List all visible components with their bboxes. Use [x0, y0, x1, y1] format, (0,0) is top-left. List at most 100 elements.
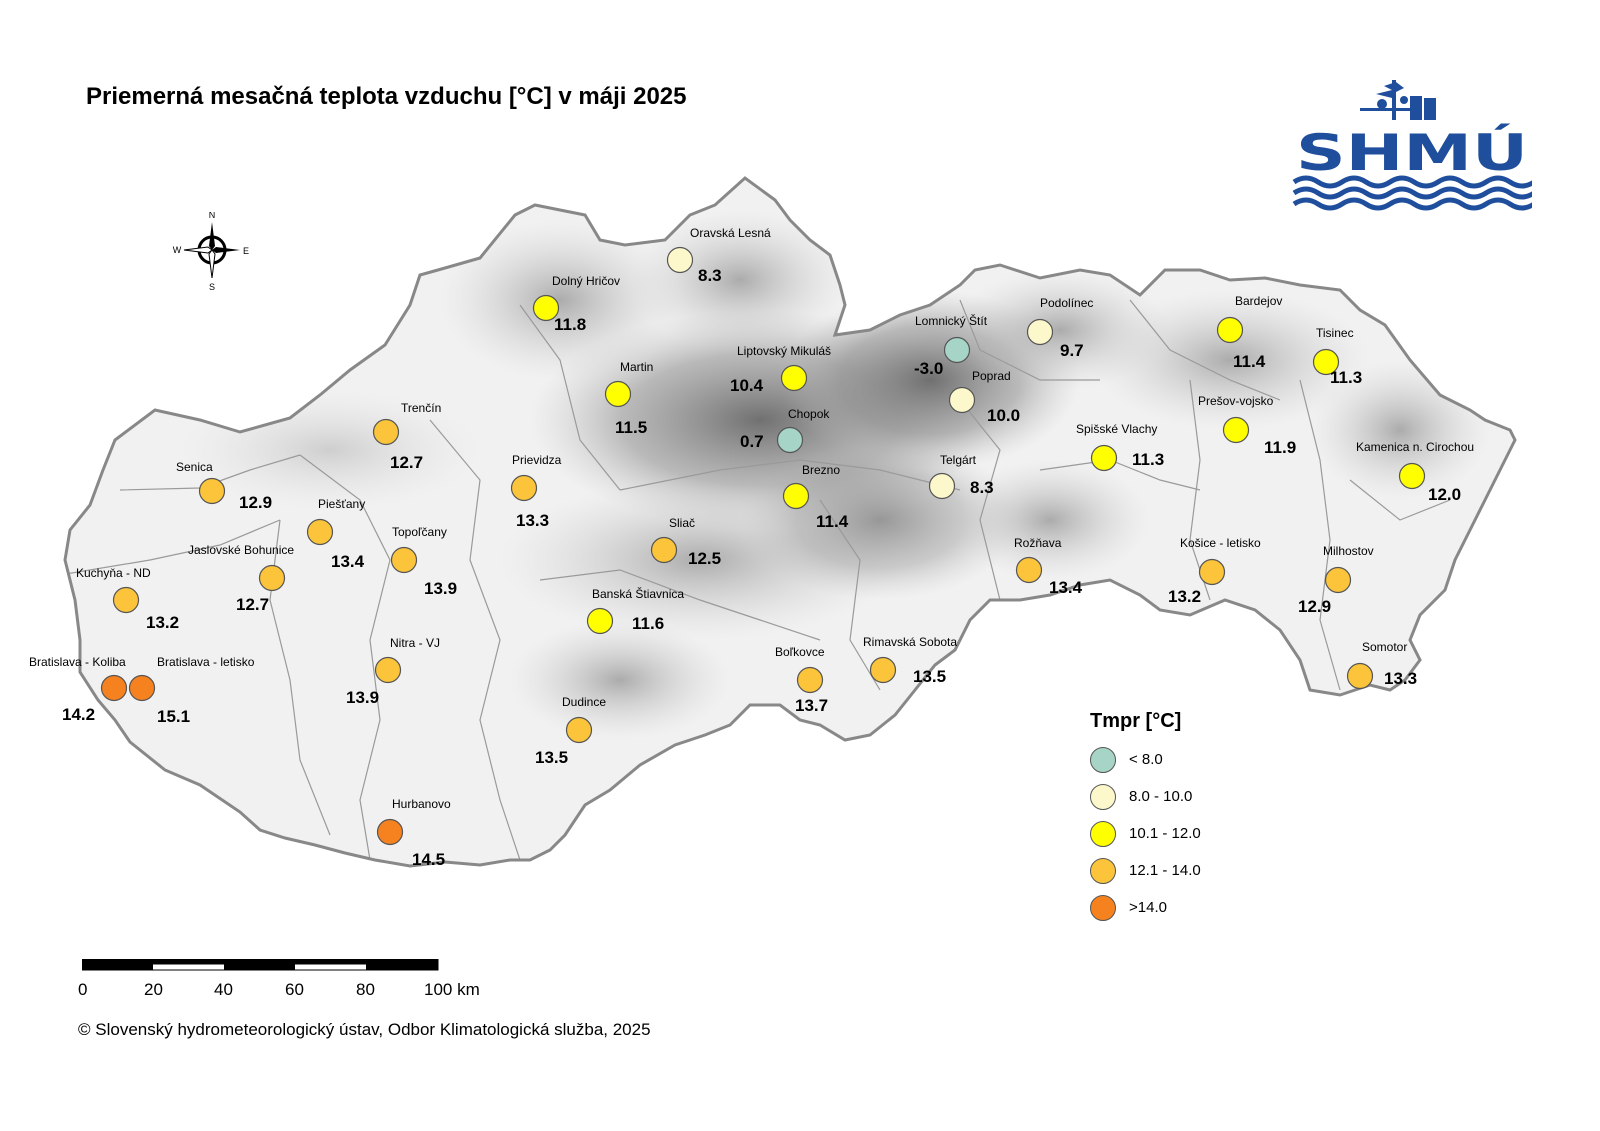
station-value: 13.3: [1384, 669, 1417, 688]
station-name: Košice - letisko: [1180, 536, 1261, 550]
station-value: 12.7: [236, 595, 269, 614]
station-value: 8.3: [970, 478, 994, 497]
station-value: 13.4: [331, 552, 365, 571]
station-chopok: Chopok 0.7: [740, 407, 830, 454]
station-name: Somotor: [1362, 640, 1407, 654]
station-doln-hri-ov: Dolný Hričov 11.8: [532, 274, 620, 334]
station-value: 12.9: [239, 493, 272, 512]
station-marker: [100, 674, 128, 702]
station-name: Jaslovské Bohunice: [188, 543, 294, 557]
station-podol-nec: Podolínec 9.7: [1026, 296, 1093, 360]
legend-swatch: [1090, 783, 1116, 810]
station-bansk-tiavnica: Banská Štiavnica 11.6: [586, 586, 684, 635]
station-value: 11.4: [816, 512, 849, 531]
station-value: 9.7: [1060, 341, 1084, 360]
station-rimavsk-sobota: Rimavská Sobota 13.5: [863, 635, 957, 686]
station-marker: [198, 477, 226, 505]
station-pre-ov-vojsko: Prešov-vojsko 11.9: [1198, 394, 1296, 457]
station-name: Boľkovce: [775, 645, 825, 659]
station-marker: [565, 716, 593, 744]
station-name: Lomnický Štít: [915, 313, 988, 328]
station-bratislava-letisko: Bratislava - letisko 15.1: [128, 655, 255, 726]
station-name: Bardejov: [1235, 294, 1282, 308]
station-name: Sliač: [669, 516, 695, 530]
legend-item-gt14: >14.0: [1090, 889, 1201, 926]
compass-n: N: [209, 212, 216, 220]
legend-item-8-10: 8.0 - 10.0: [1090, 778, 1201, 815]
station-name: Telgárt: [940, 453, 977, 467]
station-value: 13.2: [146, 613, 179, 632]
station-spi-sk-vlachy: Spišské Vlachy 11.3: [1076, 422, 1164, 472]
station-slia-: Sliač 12.5: [650, 516, 721, 568]
station-name: Nitra - VJ: [390, 636, 440, 650]
compass-rose-icon: N E S W: [173, 212, 249, 292]
station-value: 12.7: [390, 453, 423, 472]
station-jaslovsk-bohunice: Jaslovské Bohunice 12.7: [188, 543, 294, 614]
station-value: 11.8: [554, 315, 586, 334]
station-value: 11.9: [1264, 438, 1296, 457]
station-value: 14.2: [62, 705, 95, 724]
station-somotor: Somotor 13.3: [1346, 640, 1417, 690]
station-value: 11.5: [615, 418, 647, 437]
legend-title: Tmpr [°C]: [1090, 710, 1182, 732]
compass-e: E: [243, 246, 249, 256]
station-marker: [390, 546, 418, 574]
station-value: 11.4: [1233, 352, 1266, 371]
station-value: 13.9: [424, 579, 457, 598]
station-value: 10.4: [730, 376, 764, 395]
station-name: Milhostov: [1323, 544, 1374, 558]
legend-swatch: [1090, 820, 1116, 847]
legend-swatch: [1090, 746, 1116, 773]
station-name: Podolínec: [1040, 296, 1093, 310]
scale-label-60: 60: [285, 980, 304, 999]
station-value: 12.0: [1428, 485, 1461, 504]
station-bardejov: Bardejov 11.4: [1216, 294, 1282, 371]
station-marker: [1015, 556, 1043, 584]
station-marker: [1222, 416, 1250, 444]
compass-w: W: [173, 245, 182, 255]
station-name: Spišské Vlachy: [1076, 422, 1157, 436]
station-marker: [782, 482, 810, 510]
station-tisinec: Tisinec 11.3: [1312, 326, 1362, 387]
station-name: Oravská Lesná: [690, 226, 771, 240]
station-marker: [510, 474, 538, 502]
station-name: Tisinec: [1316, 326, 1354, 340]
station-marker: [1198, 558, 1226, 586]
legend-item-lt8: < 8.0: [1090, 741, 1201, 778]
station-marker: [372, 418, 400, 446]
station-marker: [112, 586, 140, 614]
station-senica: Senica 12.9: [176, 460, 272, 512]
station-name: Senica: [176, 460, 213, 474]
legend-swatch: [1090, 894, 1116, 921]
station-prievidza: Prievidza 13.3: [510, 453, 562, 530]
station-marker: [586, 607, 614, 635]
station-name: Dudince: [562, 695, 606, 709]
station-tren-n: Trenčín 12.7: [372, 401, 441, 472]
station-marker: [532, 294, 560, 322]
station-value: -3.0: [914, 359, 943, 378]
station-name: Hurbanovo: [392, 797, 451, 811]
station-marker: [376, 818, 404, 846]
legend-label: 8.0 - 10.0: [1129, 788, 1193, 805]
station-value: 13.5: [913, 667, 946, 686]
station-marker: [258, 564, 286, 592]
station-value: 13.2: [1168, 587, 1201, 606]
station-name: Piešťany: [318, 497, 365, 511]
scale-label-80: 80: [356, 980, 375, 999]
station-value: 12.9: [1298, 597, 1331, 616]
station-pie-any: Piešťany 13.4: [306, 497, 365, 571]
scale-bar-graphic: [81, 958, 439, 971]
station-name: Rožňava: [1014, 536, 1062, 550]
station-marker: [650, 536, 678, 564]
station-ro-ava: Rožňava 13.4: [1014, 536, 1083, 597]
station-topo-any: Topoľčany 13.9: [390, 525, 457, 598]
scale-bar: 0 20 40 60 80 100 km: [78, 958, 480, 999]
legend-label: 10.1 - 12.0: [1129, 825, 1201, 842]
legend-swatch: [1090, 857, 1116, 884]
station-telg-rt: Telgárt 8.3: [928, 453, 994, 500]
station-name: Prešov-vojsko: [1198, 394, 1274, 408]
station-marker: [1026, 318, 1054, 346]
station-name: Poprad: [972, 369, 1011, 383]
station-value: 13.5: [535, 748, 568, 767]
